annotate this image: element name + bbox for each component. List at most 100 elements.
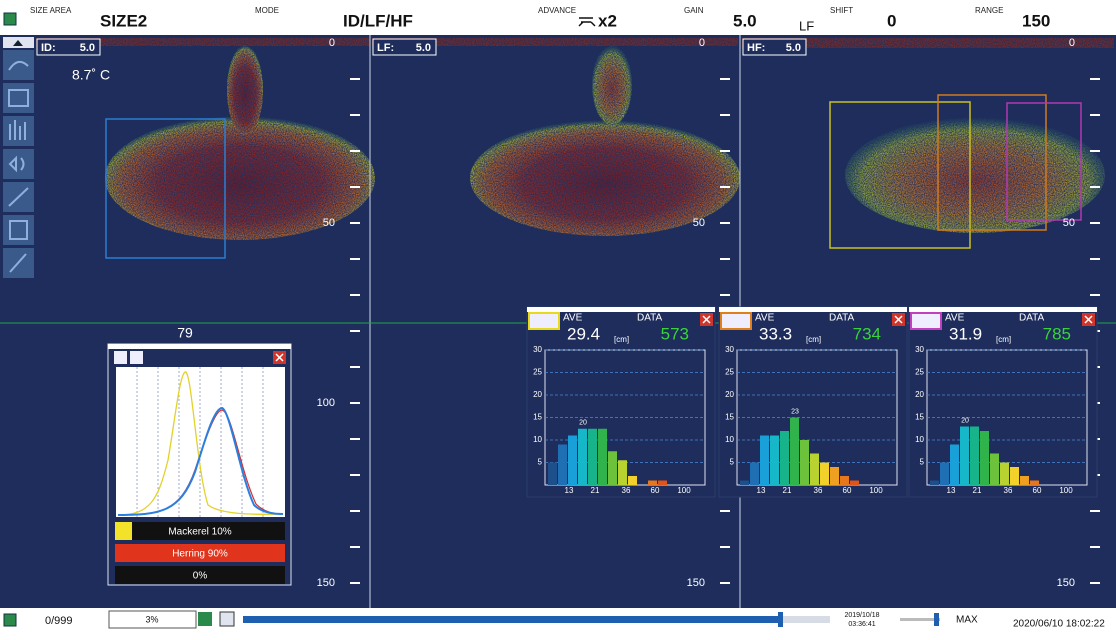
channel-gain: 5.0 [416,42,431,54]
size-area-box[interactable] [105,118,226,259]
y-tick-label: 30 [915,345,924,354]
x-tick-label: 60 [1033,486,1042,495]
histogram-bar [930,480,939,485]
header-label: MODE [255,6,279,15]
y-tick-label: 5 [730,458,735,467]
size-area-box[interactable] [937,94,1047,231]
depth-label: 0 [699,37,705,49]
histogram-bar [950,444,959,485]
histogram-bar [800,440,809,485]
tool-button[interactable] [3,50,34,80]
header-label: SIZE AREA [30,6,72,15]
menu-icon[interactable] [3,12,17,26]
header-value: 150 [1022,11,1050,30]
y-tick-label: 25 [725,368,734,377]
x-tick-label: 21 [783,486,792,495]
size-area-box[interactable] [1006,102,1082,221]
x-tick-label: 36 [622,486,631,495]
histogram-bar [750,462,759,485]
panel-icon[interactable] [114,351,127,364]
y-tick-label: 5 [538,458,543,467]
histogram-bar [780,431,789,485]
y-tick-label: 25 [915,368,924,377]
histogram-bar [608,451,617,485]
peak-label: 23 [791,408,799,415]
panel-icon[interactable] [528,312,560,330]
histogram-bar [618,460,627,485]
header-value: x2 [598,11,617,30]
ave-unit: [cm] [806,335,821,344]
y-tick-label: 20 [725,390,734,399]
histogram-bar [990,453,999,485]
ave-value: 33.3 [759,324,792,343]
x-tick-label: 36 [1004,486,1013,495]
channel-gain: 5.0 [786,42,801,54]
peak-label: 20 [961,417,969,424]
footer-button[interactable] [219,611,235,627]
panel-strip [527,307,715,312]
histogram-bar [770,435,779,485]
species-panel: Mackerel 10% Herring 90% 0% [107,343,292,586]
footer-button[interactable] [198,612,212,626]
depth-label: 0 [329,37,335,49]
channel-badge[interactable] [742,38,807,56]
panel-strip [108,344,291,349]
panel-icon[interactable] [910,312,942,330]
histogram-bar [568,435,577,485]
channel-badge[interactable] [36,38,101,56]
header-value: SIZE2 [100,11,147,30]
panel-icon[interactable] [720,312,752,330]
echo-returns [36,38,1114,240]
size-area-box[interactable] [829,101,971,249]
header-sub: LF [799,18,814,33]
playback-date: 2019/10/18 [844,612,879,619]
y-tick-label: 10 [725,435,734,444]
histogram-bar [970,426,979,485]
panel-strip [719,307,907,312]
histogram-bar [548,462,557,485]
histogram-bar [1000,462,1009,485]
channel-label: ID: [41,42,56,54]
echo-count: 0/999 [45,615,73,627]
species-label: Mackerel 10% [168,527,231,538]
histogram-bar [588,428,597,485]
x-tick-label: 60 [651,486,660,495]
y-tick-label: 30 [725,345,734,354]
x-tick-label: 100 [869,486,883,495]
tool-button[interactable] [3,149,34,179]
x-tick-label: 100 [677,486,691,495]
speed-thumb[interactable] [934,613,939,626]
temperature: 8.7˚ C [72,67,110,83]
species-row [115,544,285,562]
playback-thumb[interactable] [778,612,783,627]
histogram-bar [558,444,567,485]
y-tick-label: 25 [533,368,542,377]
tool-button[interactable] [3,83,34,113]
header-bar [0,0,1116,35]
channel-badge[interactable] [372,38,437,56]
header-label: GAIN [684,6,704,15]
header-value: 0 [887,11,896,30]
footer-icon[interactable] [3,613,17,627]
y-tick-label: 20 [533,390,542,399]
histogram-bar [850,480,859,485]
x-tick-label: 21 [973,486,982,495]
tool-button[interactable] [3,215,34,245]
panel-icon[interactable] [130,351,143,364]
histogram-bar [628,476,637,485]
species-row [115,566,285,584]
x-tick-label: 13 [565,486,574,495]
histogram-bar [940,462,949,485]
tool-button[interactable] [3,116,34,146]
depth-label: 150 [1057,577,1075,589]
data-value: 734 [853,324,881,343]
depth-label: 50 [693,217,705,229]
histogram-bar [760,435,769,485]
progress-box [108,610,197,629]
ave-value: 31.9 [949,324,982,343]
y-tick-label: 15 [725,413,734,422]
advance-icon [578,17,596,27]
header-label: RANGE [975,6,1003,15]
speed-track[interactable] [900,618,940,621]
